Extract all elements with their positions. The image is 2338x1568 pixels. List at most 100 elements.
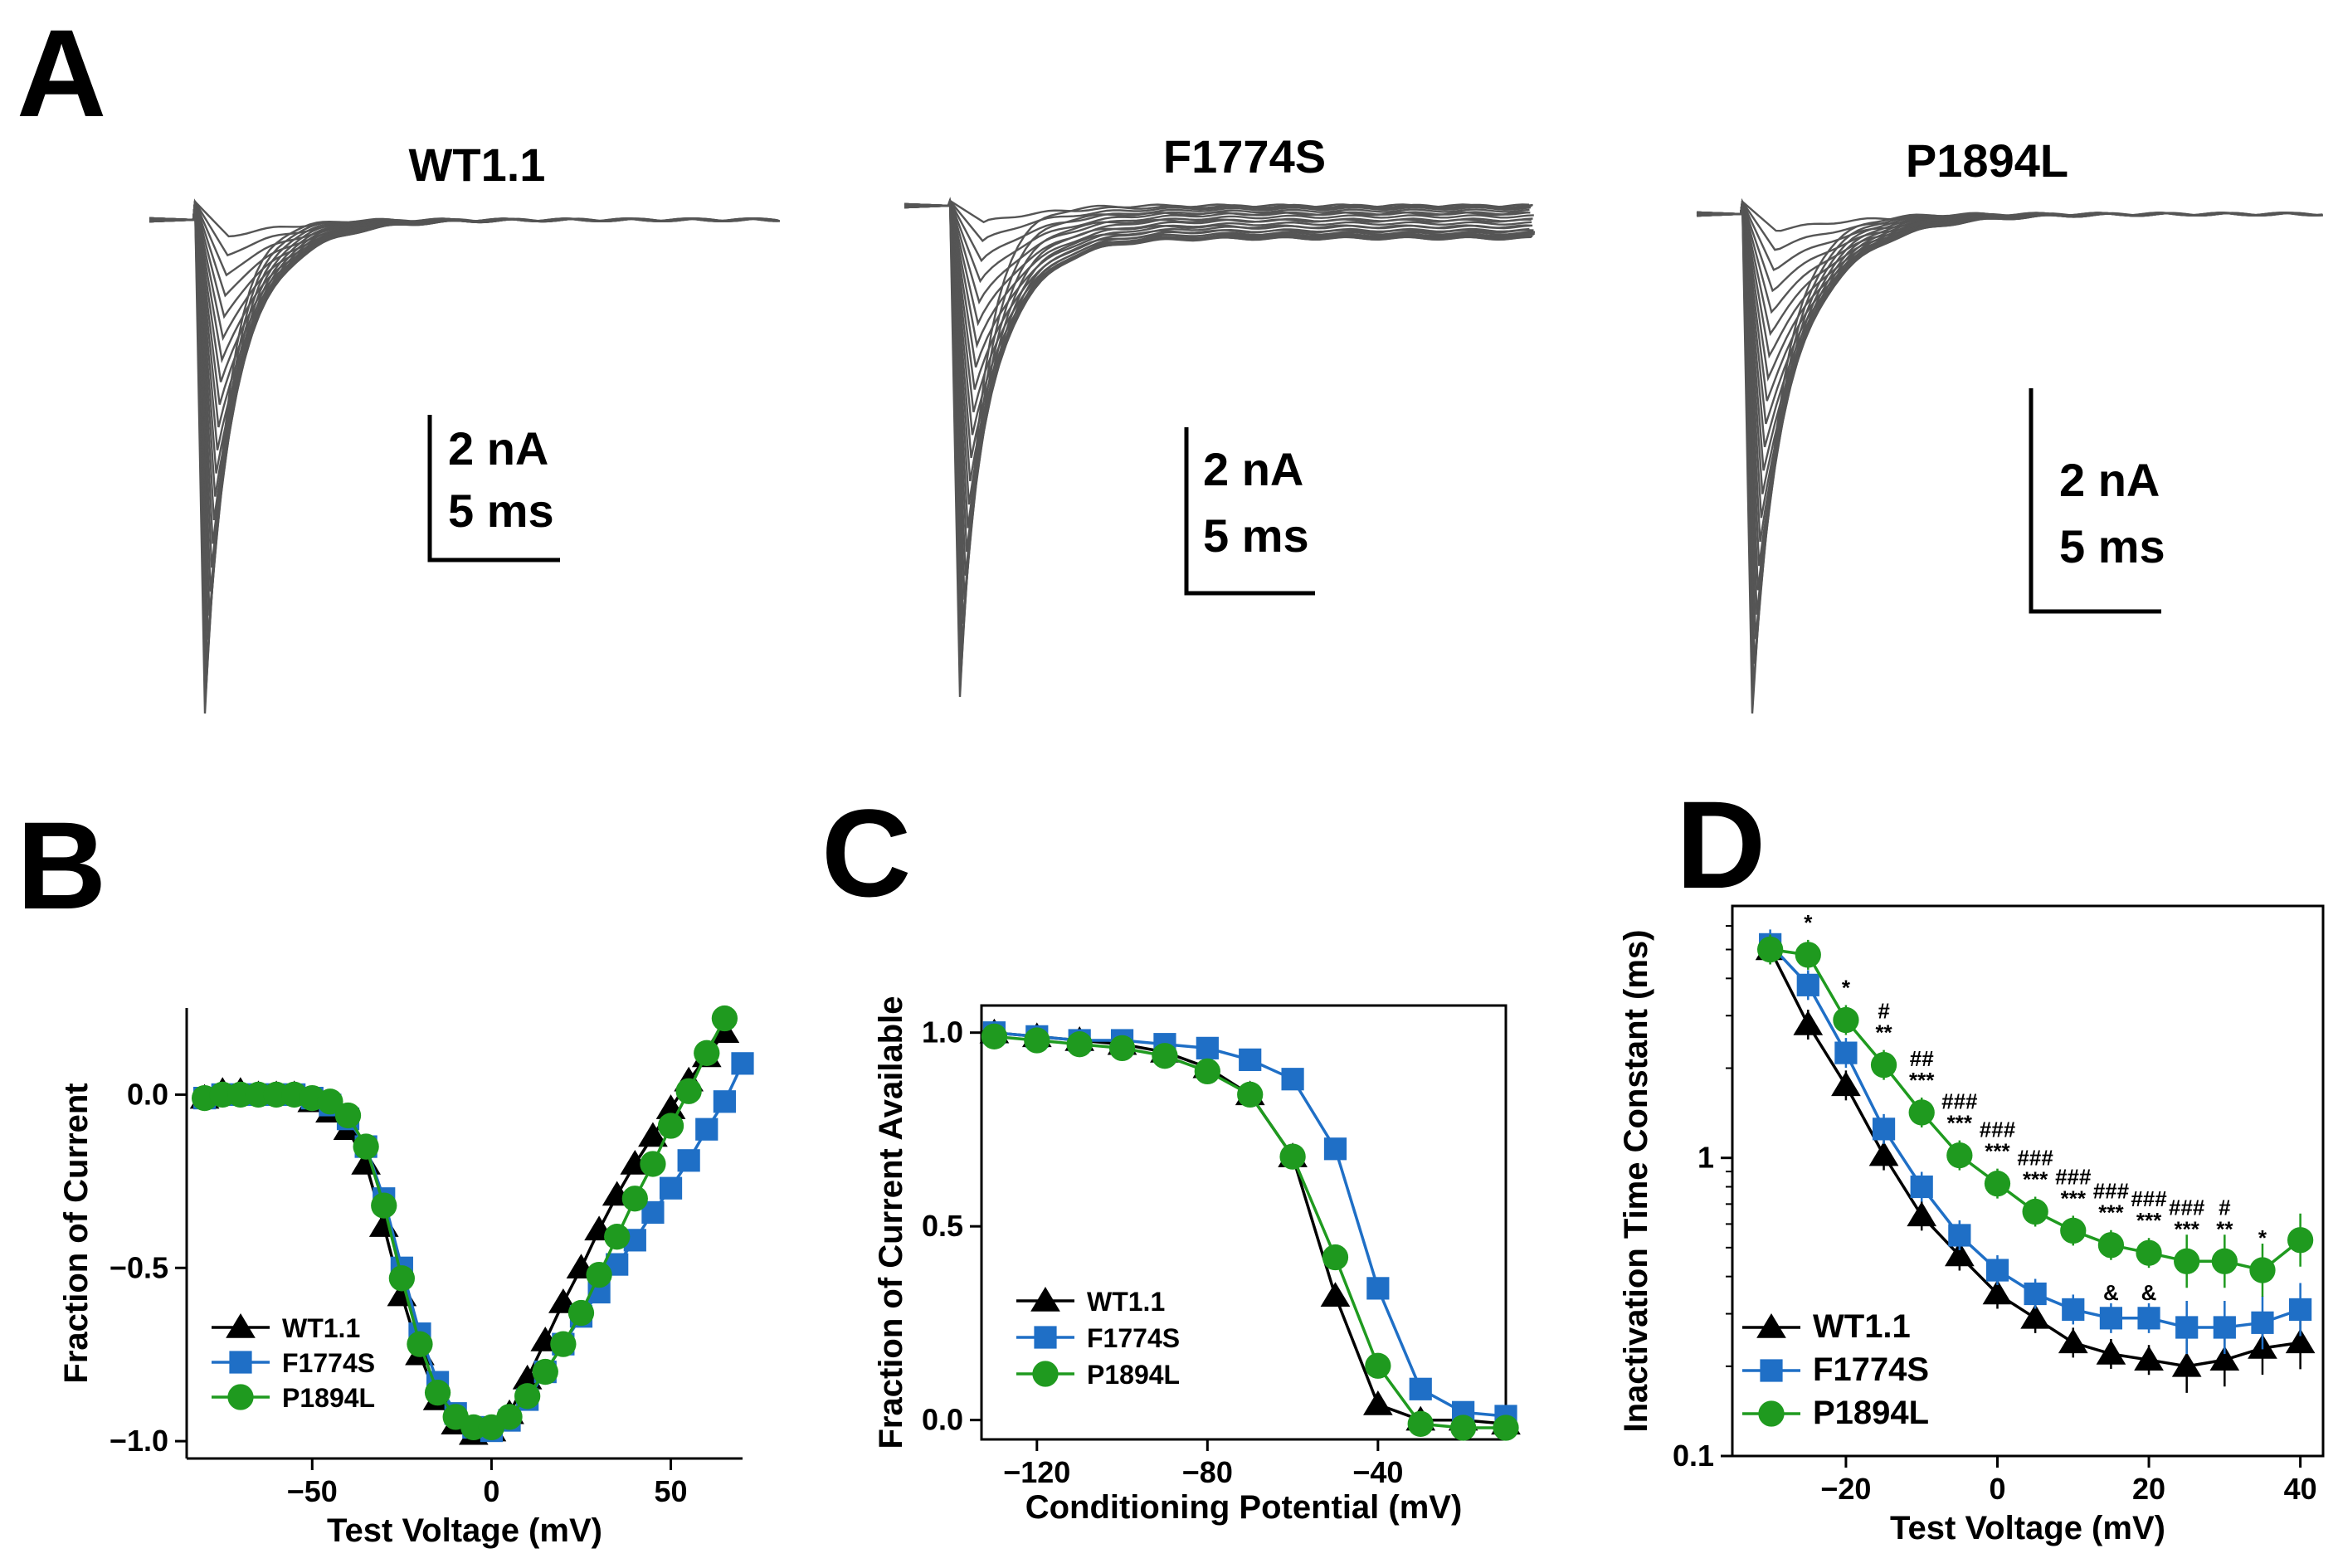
current-trace-sweep: [904, 197, 1529, 305]
legend-label: WT1.1: [1813, 1308, 1911, 1345]
significance-marker: ###: [2093, 1179, 2130, 1204]
data-point: [1793, 1010, 1824, 1035]
current-trace-sweep: [1696, 201, 2320, 337]
legend-marker: [1760, 1359, 1783, 1382]
legend-marker: [1756, 1313, 1786, 1338]
x-tick-label: −50: [287, 1474, 338, 1508]
current-trace-sweep: [904, 197, 1534, 327]
series-p1894l: [191, 1005, 738, 1441]
data-point: [353, 1133, 379, 1160]
data-point: [1279, 1143, 1306, 1170]
significance-marker: ***: [1985, 1139, 2010, 1164]
current-trace-sweep: [904, 197, 1532, 263]
significance-marker: ###: [1980, 1118, 2016, 1142]
current-trace-sweep: [904, 200, 1533, 624]
significance-marker: ##: [1910, 1046, 1934, 1071]
data-point: [2211, 1248, 2238, 1274]
data-point: [1870, 1052, 1897, 1079]
legend-label: P1894L: [1087, 1360, 1180, 1390]
significance-marker: ***: [2023, 1167, 2048, 1192]
y-axis-label: Fraction of Current: [58, 1083, 95, 1383]
significance-marker: #: [1878, 999, 1890, 1024]
data-point: [2175, 1316, 2199, 1339]
data-point: [2136, 1239, 2162, 1266]
x-axis-label: Conditioning Potential (mV): [1025, 1489, 1463, 1526]
data-point: [981, 1023, 1008, 1049]
legend-item-p1894l: P1894L: [1016, 1360, 1180, 1390]
y-axis-label: Inactivation Time Constant (ms): [1618, 929, 1654, 1432]
scale-current-label: 2 nA: [448, 422, 548, 475]
y-tick-label: 0.0: [922, 1403, 963, 1437]
scale-time-label: 5 ms: [2059, 520, 2165, 572]
data-point: [512, 1364, 543, 1390]
trace-title: WT1.1: [409, 139, 546, 191]
data-point: [1982, 1279, 2013, 1305]
data-point: [638, 1122, 668, 1147]
panel-letter-b: B: [17, 796, 106, 935]
legend-label: WT1.1: [1087, 1287, 1165, 1317]
series-p1894l: [1757, 934, 2314, 1298]
data-point: [514, 1383, 541, 1410]
scale-bar: 2 nA 5 ms: [1184, 427, 1315, 596]
trace-title: F1774S: [1163, 130, 1326, 183]
current-trace-sweep: [1697, 198, 2318, 251]
significance-marker: *: [1804, 910, 1813, 935]
trace-title: P1894L: [1906, 134, 2068, 187]
data-point: [2062, 1298, 2085, 1322]
data-point: [694, 1040, 720, 1066]
data-point: [1323, 1137, 1347, 1161]
data-point: [2096, 1339, 2126, 1365]
current-trace-sweep: [904, 200, 1530, 698]
data-point: [2137, 1307, 2160, 1330]
data-point: [731, 1052, 754, 1075]
data-point: [1449, 1415, 1477, 1441]
current-trace-sweep: [1696, 201, 2320, 615]
data-point: [677, 1149, 700, 1172]
y-tick-label: −0.5: [110, 1250, 168, 1284]
current-trace-sweep: [1697, 201, 2321, 448]
current-trace-sweep: [1696, 197, 2323, 271]
data-point: [1281, 1068, 1304, 1091]
y-tick-label: 0.0: [127, 1077, 168, 1111]
current-traces: [149, 198, 781, 714]
current-trace-sweep: [904, 200, 1530, 553]
data-point: [209, 1081, 236, 1108]
data-point: [227, 1081, 254, 1108]
significance-marker: *: [1842, 976, 1851, 1001]
data-point: [1409, 1377, 1432, 1400]
x-tick-label: 0: [1989, 1472, 2005, 1506]
data-point: [1944, 1241, 1975, 1267]
data-point: [2099, 1307, 2123, 1330]
legend-label: WT1.1: [282, 1313, 360, 1343]
panel-letter-a: A: [17, 3, 106, 143]
x-axis-label: Test Voltage (mV): [327, 1512, 602, 1549]
plot-frame: [980, 1004, 1508, 1441]
x-tick-label: −80: [1182, 1455, 1233, 1489]
trace-panel-wt: WT1.1 2 nA 5 ms: [149, 139, 781, 714]
series-wt: [189, 1018, 740, 1445]
plot-frame: [1731, 904, 2325, 1458]
data-point: [496, 1404, 523, 1430]
current-trace-sweep: [1697, 201, 2317, 665]
legend-marker: [1758, 1400, 1785, 1427]
data-point: [1320, 1282, 1351, 1307]
data-point: [1196, 1036, 1219, 1059]
data-point: [371, 1192, 397, 1219]
current-trace-sweep: [904, 200, 1531, 673]
current-trace-sweep: [1696, 201, 2320, 471]
legend-marker: [227, 1384, 254, 1410]
data-point: [2134, 1346, 2164, 1371]
data-point: [2022, 1198, 2048, 1225]
significance-marker: ***: [2098, 1200, 2124, 1225]
current-trace-sweep: [904, 200, 1534, 600]
significance-marker: &: [2103, 1280, 2119, 1305]
plot-b-iv-curve: −50 0 50 −1.0 −0.5 0.0 Test Voltage (mV) Fracti…: [58, 1005, 754, 1549]
legend-label: F1774S: [1813, 1351, 1929, 1388]
panel-letter-c: C: [821, 783, 911, 923]
current-trace-sweep: [904, 200, 1531, 528]
data-point: [1985, 1259, 2009, 1282]
data-point: [1407, 1410, 1434, 1437]
data-point: [695, 1118, 718, 1141]
data-point: [2058, 1328, 2088, 1354]
significance-marker: #: [2219, 1195, 2231, 1220]
